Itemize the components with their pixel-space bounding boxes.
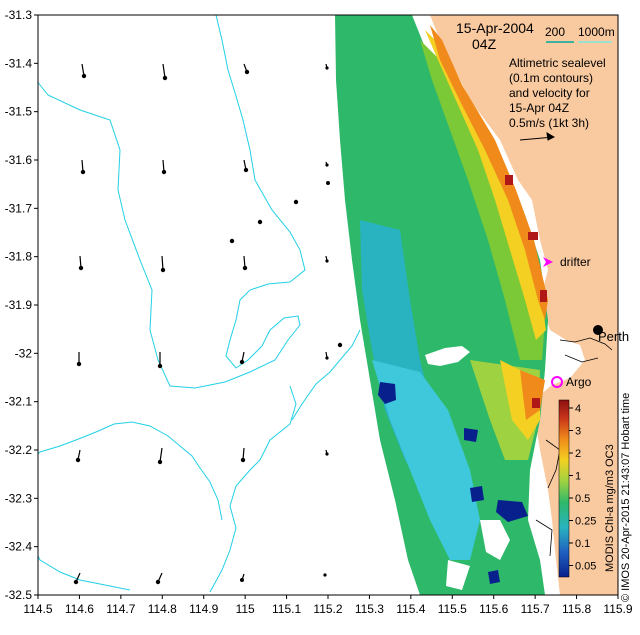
date-line-1: 15-Apr-2004	[456, 20, 534, 36]
isobath-scale-200: 200	[545, 25, 565, 39]
y-tick-label: -31.9	[5, 298, 33, 312]
x-tick-label: 114.8	[148, 602, 177, 616]
y-tick-label: -31.6	[5, 153, 33, 167]
colorbar-tick-label: 2	[575, 448, 581, 460]
perth-label: Perth	[598, 329, 629, 344]
x-axis: 114.5 114.6 114.7 114.8 114.9 115 115.1 115.2 11…	[23, 595, 633, 616]
legend-line-1: Altimetric sealevel	[509, 56, 606, 70]
velocity-vectors	[73, 63, 343, 585]
colorbar-tick-label: 0.5	[575, 493, 590, 505]
x-tick-label: 115.9	[603, 602, 632, 616]
colorbar-tick-label: 0.25	[575, 516, 596, 528]
x-tick-label: 115.1	[272, 602, 301, 616]
colorbar: 4 3 2 1 0.5 0.25 0.1 0.05	[558, 399, 596, 578]
colorbar-tick-label: 0.05	[575, 561, 596, 573]
legend-line-3: and velocity for	[509, 86, 590, 100]
colorbar-tick-label: 3	[575, 426, 581, 438]
date-line-2: 04Z	[472, 36, 497, 52]
y-tick-label: -31.7	[5, 201, 33, 215]
y-tick-label: -32.2	[5, 443, 33, 457]
y-tick-label: -32.1	[5, 395, 33, 409]
contour-lines	[38, 15, 361, 593]
drifter-label: drifter	[560, 255, 591, 269]
coastline-features	[535, 337, 613, 557]
velocity-scale-arrow	[519, 132, 556, 141]
x-tick-label: 114.6	[65, 602, 94, 616]
argo-marker	[551, 376, 563, 388]
x-tick-label: 115.6	[479, 602, 508, 616]
isobath-scale-1000m: 1000m	[578, 25, 615, 39]
colorbar-tick-label: 0.1	[575, 538, 590, 550]
y-tick-label: -32.4	[5, 540, 33, 554]
y-tick-label: -32	[15, 346, 33, 360]
x-tick-label: 114.9	[189, 602, 218, 616]
x-tick-label: 114.7	[106, 602, 135, 616]
colorbar-tick-label: 1	[575, 471, 581, 483]
colorbar-caption: MODIS Chl-a mg/m3 OC3	[604, 444, 616, 572]
x-tick-label: 115.4	[396, 602, 425, 616]
x-tick-label: 115.8	[562, 602, 591, 616]
y-tick-label: -31.3	[5, 8, 33, 22]
y-tick-label: -31.8	[5, 250, 33, 264]
legend-line-5: 0.5m/s (1kt 3h)	[509, 116, 589, 130]
x-tick-label: 114.5	[23, 602, 52, 616]
argo-label: Argo	[566, 375, 592, 389]
y-tick-label: -31.4	[5, 56, 33, 70]
x-tick-label: 115.3	[355, 602, 384, 616]
drifter-marker	[543, 257, 553, 267]
y-tick-label: -32.3	[5, 491, 33, 505]
credit-line: © IMOS 20-Apr-2015 21:43:07 Hobart time	[620, 393, 632, 602]
x-tick-label: 115.7	[521, 602, 550, 616]
x-tick-label: 115	[236, 602, 255, 616]
x-tick-label: 115.5	[438, 602, 467, 616]
perth-marker	[593, 325, 603, 335]
y-tick-label: -31.5	[5, 105, 33, 119]
x-tick-label: 115.2	[313, 602, 342, 616]
chlorophyll-swath	[335, 15, 548, 595]
land-area	[430, 15, 618, 595]
y-axis: -31.3 -31.4 -31.5 -31.6 -31.7 -31.8 -31.9 -32 -3…	[5, 8, 38, 602]
legend-line-4: 15-Apr 04Z	[509, 101, 569, 115]
colorbar-tick-label: 4	[575, 403, 581, 415]
y-tick-label: -32.5	[5, 588, 33, 602]
legend-line-2: (0.1m contours)	[509, 71, 593, 85]
